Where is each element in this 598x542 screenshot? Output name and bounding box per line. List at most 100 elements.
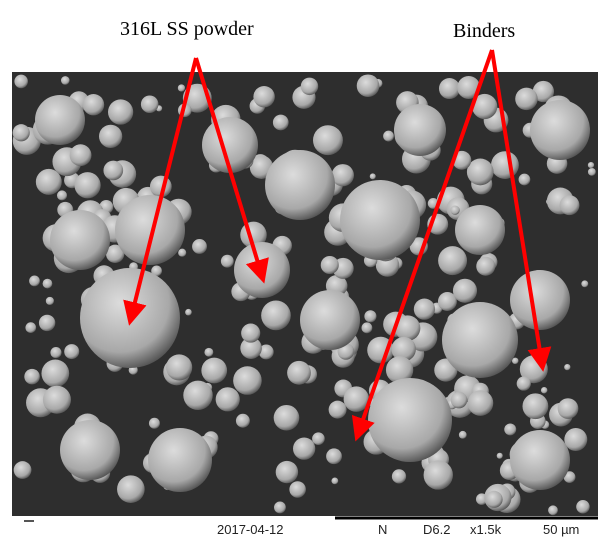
particles xyxy=(12,74,596,516)
particle xyxy=(300,77,319,96)
particle xyxy=(457,76,481,100)
particle xyxy=(564,363,571,371)
particle xyxy=(452,278,478,303)
particle xyxy=(151,265,162,277)
particle xyxy=(82,94,105,116)
particle xyxy=(385,356,414,384)
particle xyxy=(185,308,192,316)
particle xyxy=(35,168,62,195)
arrow xyxy=(194,57,269,284)
particle xyxy=(289,481,306,498)
particle xyxy=(455,205,505,255)
particle xyxy=(261,300,291,331)
particle xyxy=(42,278,53,289)
particle xyxy=(438,246,468,276)
particle xyxy=(41,359,70,388)
particle xyxy=(60,420,120,480)
particle xyxy=(515,87,538,111)
particle xyxy=(326,448,342,465)
particle xyxy=(177,84,186,92)
particle xyxy=(383,130,394,142)
particle xyxy=(253,86,275,108)
particle xyxy=(563,471,576,483)
particle xyxy=(491,151,519,179)
particle xyxy=(476,256,496,276)
particle xyxy=(472,93,498,120)
particle xyxy=(64,344,80,360)
particle xyxy=(98,124,123,148)
particle xyxy=(14,74,28,89)
particle xyxy=(510,430,570,490)
particle xyxy=(50,210,110,270)
particle xyxy=(557,398,579,419)
particle xyxy=(504,423,517,436)
particle xyxy=(522,393,549,420)
particle xyxy=(107,99,134,125)
particle xyxy=(391,336,416,362)
footer-mode: N xyxy=(378,522,387,537)
particle xyxy=(287,360,311,385)
particle xyxy=(215,387,240,412)
particle xyxy=(467,390,494,416)
footer-date: 2017-04-12 xyxy=(217,522,284,537)
particle xyxy=(12,124,30,142)
particle xyxy=(178,248,187,257)
particle xyxy=(331,164,354,187)
particle xyxy=(312,432,325,446)
particle xyxy=(273,404,300,431)
particle xyxy=(275,460,299,484)
particle xyxy=(450,205,460,215)
particle xyxy=(369,173,376,180)
footer-magnification: x1.5k xyxy=(470,522,502,537)
particle xyxy=(202,117,258,173)
particle xyxy=(518,173,531,186)
particle xyxy=(391,469,407,484)
footer-distance: D6.2 xyxy=(423,522,450,537)
particle xyxy=(105,244,125,264)
particle xyxy=(272,114,289,131)
particle xyxy=(511,357,519,365)
particle xyxy=(148,417,160,429)
particle xyxy=(115,195,185,265)
particle xyxy=(241,323,261,343)
particle xyxy=(42,385,71,414)
particle xyxy=(340,180,420,260)
particle xyxy=(166,354,193,381)
particle xyxy=(564,428,588,452)
particle xyxy=(69,144,92,167)
particle xyxy=(423,460,453,490)
particle xyxy=(192,239,207,254)
particle xyxy=(35,95,85,145)
particle xyxy=(394,315,421,341)
particle xyxy=(312,125,343,156)
particle xyxy=(581,280,589,288)
particle xyxy=(274,501,286,514)
particle xyxy=(148,428,212,492)
particle xyxy=(328,400,347,419)
arrows xyxy=(123,49,552,442)
particle xyxy=(13,461,32,479)
particle xyxy=(442,302,518,378)
particle xyxy=(367,336,394,364)
arrow xyxy=(123,57,198,326)
particle xyxy=(29,275,40,287)
particle xyxy=(50,347,62,359)
particle xyxy=(368,378,452,462)
particle xyxy=(320,255,339,275)
particle xyxy=(38,314,56,332)
particle xyxy=(235,413,250,428)
particle xyxy=(24,368,40,385)
arrow xyxy=(490,49,552,372)
particle xyxy=(510,270,570,330)
particle xyxy=(25,322,37,333)
particle xyxy=(265,150,335,220)
particle xyxy=(331,477,339,485)
particle xyxy=(201,357,228,384)
particle xyxy=(587,161,595,169)
particle xyxy=(204,347,214,357)
particle xyxy=(356,74,380,98)
particle xyxy=(74,172,101,199)
particle xyxy=(45,296,54,306)
